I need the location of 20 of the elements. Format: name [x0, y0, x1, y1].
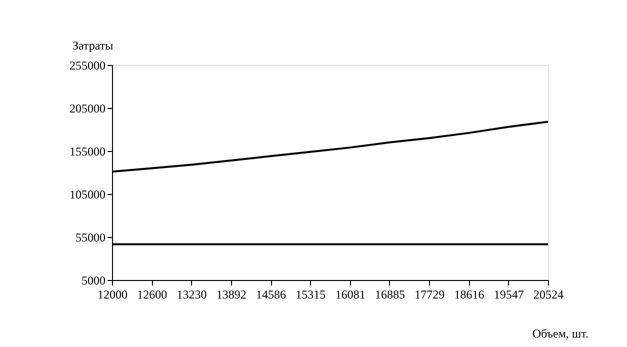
- y-tick-label: 255000: [70, 58, 106, 72]
- x-tick-label: 17729: [414, 288, 445, 302]
- x-tick-label: 12600: [137, 288, 168, 302]
- x-axis-title: Объем, шт.: [532, 326, 588, 340]
- y-tick-label: 155000: [70, 144, 106, 158]
- y-tick-label: 205000: [70, 102, 106, 116]
- x-tick-label: 18616: [454, 288, 484, 302]
- x-tick-label: 16081: [335, 288, 366, 302]
- x-tick-label: 16885: [374, 288, 405, 302]
- y-tick-label: 105000: [70, 188, 106, 202]
- y-tick-label: 5000: [82, 274, 106, 288]
- x-tick-label: 13892: [216, 288, 246, 302]
- y-tick-label: 55000: [76, 230, 106, 244]
- x-tick-label: 15315: [296, 288, 326, 302]
- y-axis-title: Затраты: [72, 38, 114, 52]
- x-tick-label: 20524: [534, 288, 564, 302]
- x-tick-label: 14586: [256, 288, 286, 302]
- x-tick-label: 13230: [176, 288, 207, 302]
- x-tick-label: 12000: [98, 288, 128, 302]
- x-tick-label: 19547: [494, 288, 524, 302]
